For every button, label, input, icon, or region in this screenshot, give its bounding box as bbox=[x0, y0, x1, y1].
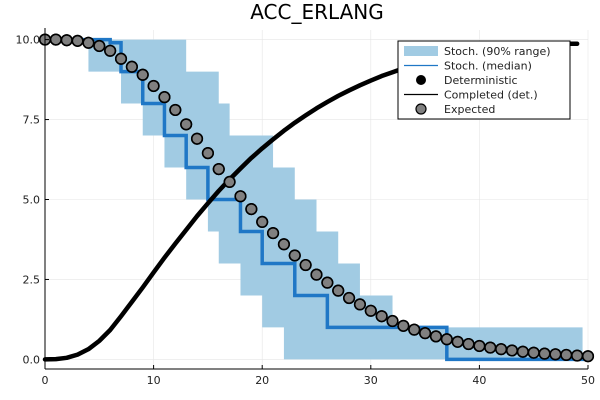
expected-point bbox=[245, 202, 258, 216]
expected-point bbox=[71, 34, 84, 47]
expected-point bbox=[321, 276, 334, 289]
x-tick-label: 50 bbox=[581, 374, 595, 387]
x-tick-label: 20 bbox=[255, 374, 269, 387]
legend-swatch-range-band bbox=[404, 46, 438, 56]
legend-label: Stoch. (90% range) bbox=[444, 45, 551, 58]
x-tick-label: 40 bbox=[472, 374, 486, 387]
expected-point bbox=[429, 330, 443, 343]
expected-point bbox=[527, 346, 540, 359]
expected-point bbox=[82, 36, 95, 49]
expected-point bbox=[581, 350, 595, 363]
expected-point bbox=[342, 291, 356, 305]
expected-point bbox=[332, 284, 345, 297]
expected-point bbox=[353, 298, 367, 311]
expected-point bbox=[114, 52, 128, 65]
expected-point bbox=[288, 249, 301, 262]
expected-point bbox=[190, 132, 204, 145]
expected-point bbox=[549, 348, 562, 361]
expected-point bbox=[397, 319, 410, 332]
y-tick-label: 0.0 bbox=[23, 353, 41, 366]
expected-point bbox=[364, 304, 377, 317]
legend-swatch-expected bbox=[415, 103, 427, 115]
expected-point bbox=[169, 103, 182, 117]
expected-point bbox=[223, 175, 236, 189]
x-tick-label: 10 bbox=[147, 374, 161, 387]
expected-point bbox=[386, 314, 399, 328]
y-tick-label: 2.5 bbox=[23, 273, 41, 286]
expected-point bbox=[49, 33, 62, 46]
expected-point bbox=[462, 337, 475, 351]
expected-point bbox=[180, 118, 193, 131]
expected-point bbox=[201, 147, 214, 160]
expected-point bbox=[538, 347, 551, 360]
expected-point bbox=[158, 91, 171, 104]
legend-swatch-deterministic bbox=[416, 75, 426, 85]
expected-point bbox=[516, 345, 529, 358]
y-tick-label: 7.5 bbox=[23, 114, 41, 127]
expected-point bbox=[212, 163, 225, 176]
expected-point bbox=[125, 60, 138, 73]
series-median-line bbox=[45, 37, 588, 362]
expected-point bbox=[299, 258, 312, 272]
expected-point bbox=[408, 323, 421, 336]
legend-label: Completed (det.) bbox=[444, 89, 538, 102]
legend-label: Deterministic bbox=[444, 74, 518, 87]
expected-point bbox=[505, 344, 519, 357]
chart-title: ACC_ERLANG bbox=[250, 0, 384, 24]
x-tick-label: 30 bbox=[364, 374, 378, 387]
expected-point bbox=[440, 333, 453, 346]
axes: 0 10 20 30 40 50 0.0 2.5 5.0 7.5 10.0 bbox=[16, 28, 595, 387]
expected-point bbox=[473, 339, 486, 353]
legend-label: Expected bbox=[444, 103, 495, 116]
x-tick-label: 0 bbox=[42, 374, 49, 387]
legend: Stoch. (90% range) Stoch. (median)Determi… bbox=[397, 40, 571, 120]
y-tick-label: 10.0 bbox=[16, 34, 41, 47]
expected-point bbox=[277, 238, 291, 251]
expected-point bbox=[147, 79, 160, 93]
expected-point bbox=[136, 68, 149, 81]
expected-point bbox=[60, 34, 73, 47]
expected-point bbox=[266, 226, 280, 240]
legend-label: Stoch. (median) bbox=[444, 60, 532, 73]
expected-point bbox=[571, 349, 584, 362]
y-tick-label: 5.0 bbox=[23, 194, 41, 207]
expected-point bbox=[560, 348, 573, 362]
series-range-band bbox=[45, 39, 583, 360]
expected-point bbox=[234, 190, 247, 203]
expected-point bbox=[256, 215, 269, 228]
expected-point bbox=[451, 335, 464, 348]
expected-point bbox=[495, 343, 508, 356]
expected-point bbox=[104, 44, 117, 57]
expected-point bbox=[484, 341, 497, 354]
expected-point bbox=[375, 310, 388, 323]
expected-point bbox=[310, 268, 323, 281]
expected-point bbox=[419, 327, 432, 340]
expected-point bbox=[93, 39, 106, 53]
